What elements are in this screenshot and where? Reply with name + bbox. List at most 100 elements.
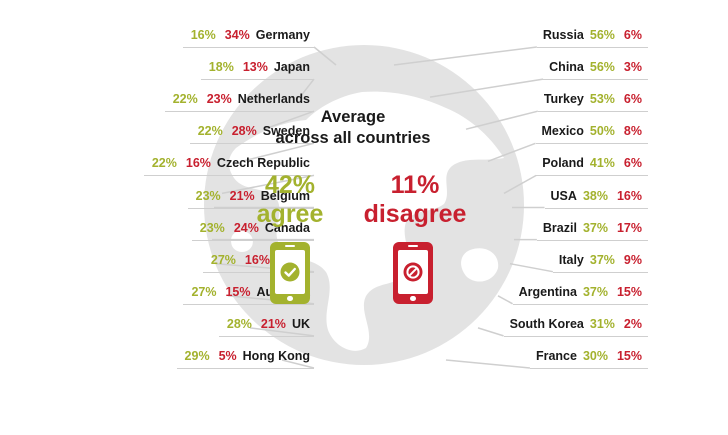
country-name: Italy — [558, 252, 584, 267]
agree-percent: 37% — [589, 252, 615, 267]
phone-speaker — [285, 245, 295, 247]
phone-home-button — [410, 296, 416, 301]
disagree-percent: 13% — [242, 60, 268, 75]
country-name: Hong Kong — [242, 349, 310, 363]
row-underline — [536, 47, 648, 48]
country-row-italy: Italy 37% 9% — [559, 250, 642, 270]
agree-value: 42% — [264, 171, 316, 199]
country-row-russia: Russia 56% 6% — [543, 25, 642, 45]
country-name: Czech Republic — [216, 156, 310, 171]
row-underline — [503, 335, 648, 337]
disagree-percent: 17% — [616, 220, 642, 235]
country-row-uk: 28% 21% UK — [227, 314, 310, 334]
disagree-percent: 6% — [623, 92, 642, 107]
phone-home-button — [287, 296, 293, 301]
no-symbol-icon — [403, 262, 423, 282]
country-row-south-korea: South Korea 31% 2% — [510, 314, 642, 334]
average-title-line2: across all countries — [275, 129, 431, 147]
country-row-argentina: Argentina 37% 15% — [519, 282, 642, 302]
average-title: Average across all countries — [247, 107, 459, 149]
country-row-brazil: Brazil 37% 17% — [543, 218, 642, 238]
disagree-percent: 15% — [616, 349, 642, 363]
country-name: Mexico — [541, 124, 584, 139]
agree-percent: 18% — [208, 60, 234, 75]
row-underline — [182, 47, 314, 48]
agree-percent: 22% — [172, 92, 198, 107]
row-underline — [183, 303, 314, 305]
country-row-france: France 30% 15% — [536, 346, 642, 366]
leader-line — [509, 262, 554, 273]
leader-line — [241, 142, 315, 163]
row-underline — [202, 271, 314, 273]
agree-percent: 27% — [191, 284, 217, 299]
disagree-percent: 28% — [231, 124, 257, 139]
agree-percent: 22% — [197, 124, 223, 139]
country-name: China — [549, 60, 584, 75]
disagree-percent: 3% — [623, 60, 642, 75]
country-name: Belgium — [260, 188, 310, 203]
row-underline — [187, 207, 314, 209]
row-underline — [189, 143, 314, 145]
disagree-percent: 21% — [260, 316, 286, 331]
country-name: Japan — [273, 60, 310, 75]
agree-label: agree — [256, 200, 324, 228]
row-underline — [164, 111, 314, 113]
disagree-percent: 6% — [623, 156, 642, 171]
row-underline — [536, 239, 648, 241]
agree-percent: 56% — [589, 28, 615, 42]
country-row-germany: 16% 34% Germany — [191, 25, 310, 45]
row-underline — [191, 239, 314, 241]
country-row-china: China 56% 3% — [549, 57, 642, 77]
leader-line — [249, 327, 315, 337]
agree-percent: 22% — [151, 156, 177, 171]
globe-island — [461, 248, 499, 282]
globe-island-small — [231, 230, 253, 252]
row-underline — [552, 271, 648, 273]
country-name: South Korea — [509, 316, 584, 331]
country-name: Poland — [542, 156, 584, 171]
agree-percent: 53% — [589, 92, 615, 107]
leader-line — [393, 46, 537, 66]
country-name: Sweden — [262, 124, 310, 139]
country-name: Brazil — [542, 220, 577, 235]
disagree-percent: 2% — [623, 316, 642, 331]
row-underline — [544, 207, 648, 209]
row-underline — [529, 368, 648, 369]
row-underline — [200, 79, 314, 81]
agree-percent: 41% — [589, 156, 615, 171]
country-name: Canada — [264, 220, 310, 235]
row-underline — [143, 175, 314, 177]
agree-percent: 37% — [582, 220, 608, 235]
globe-continents — [228, 91, 504, 351]
disagree-percent: 6% — [623, 28, 642, 42]
row-underline — [537, 111, 648, 113]
row-underline — [176, 368, 314, 369]
country-name: France — [535, 349, 577, 363]
disagree-percent: 24% — [233, 220, 259, 235]
leader-line — [429, 78, 544, 98]
agree-percent: 38% — [582, 188, 608, 203]
country-row-netherlands: 22% 23% Netherlands — [173, 89, 310, 109]
country-name: Russia — [542, 28, 584, 42]
country-row-poland: Poland 41% 6% — [542, 153, 642, 173]
agree-percent: 31% — [589, 316, 615, 331]
agree-summary: 42% agree — [244, 171, 336, 229]
country-name: Germany — [255, 28, 310, 42]
agree-percent: 23% — [199, 220, 225, 235]
country-name: USA — [550, 188, 577, 203]
country-name: Turkey — [543, 92, 584, 107]
disagree-percent: 23% — [206, 92, 232, 107]
row-underline — [535, 143, 648, 145]
disagree-summary: 11% disagree — [356, 171, 474, 229]
leader-line — [299, 78, 315, 98]
disagree-percent: 16% — [616, 188, 642, 203]
agree-percent: 29% — [184, 349, 210, 363]
country-row-usa: USA 38% 16% — [551, 186, 642, 206]
leader-line — [465, 110, 538, 130]
leader-line — [477, 327, 504, 337]
leader-line — [445, 359, 531, 369]
leader-line — [503, 174, 537, 195]
country-name: Argentina — [518, 284, 577, 299]
disagree-percent: 9% — [623, 252, 642, 267]
row-underline — [512, 303, 648, 305]
